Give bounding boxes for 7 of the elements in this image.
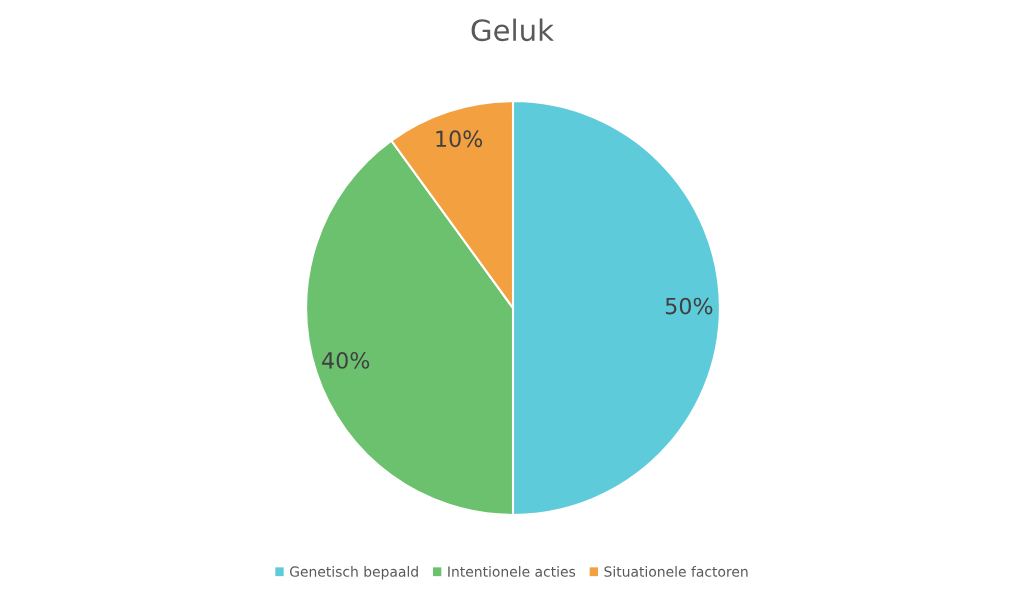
data-label: 40% xyxy=(322,351,370,369)
data-label: 50% xyxy=(665,297,713,315)
legend-label: Intentionele acties xyxy=(448,566,576,577)
legend-label: Situationele factoren xyxy=(604,566,748,577)
data-label: 10% xyxy=(436,130,483,148)
chart-title: Geluk xyxy=(471,18,554,42)
legend-label: Genetisch bepaald xyxy=(289,566,418,580)
